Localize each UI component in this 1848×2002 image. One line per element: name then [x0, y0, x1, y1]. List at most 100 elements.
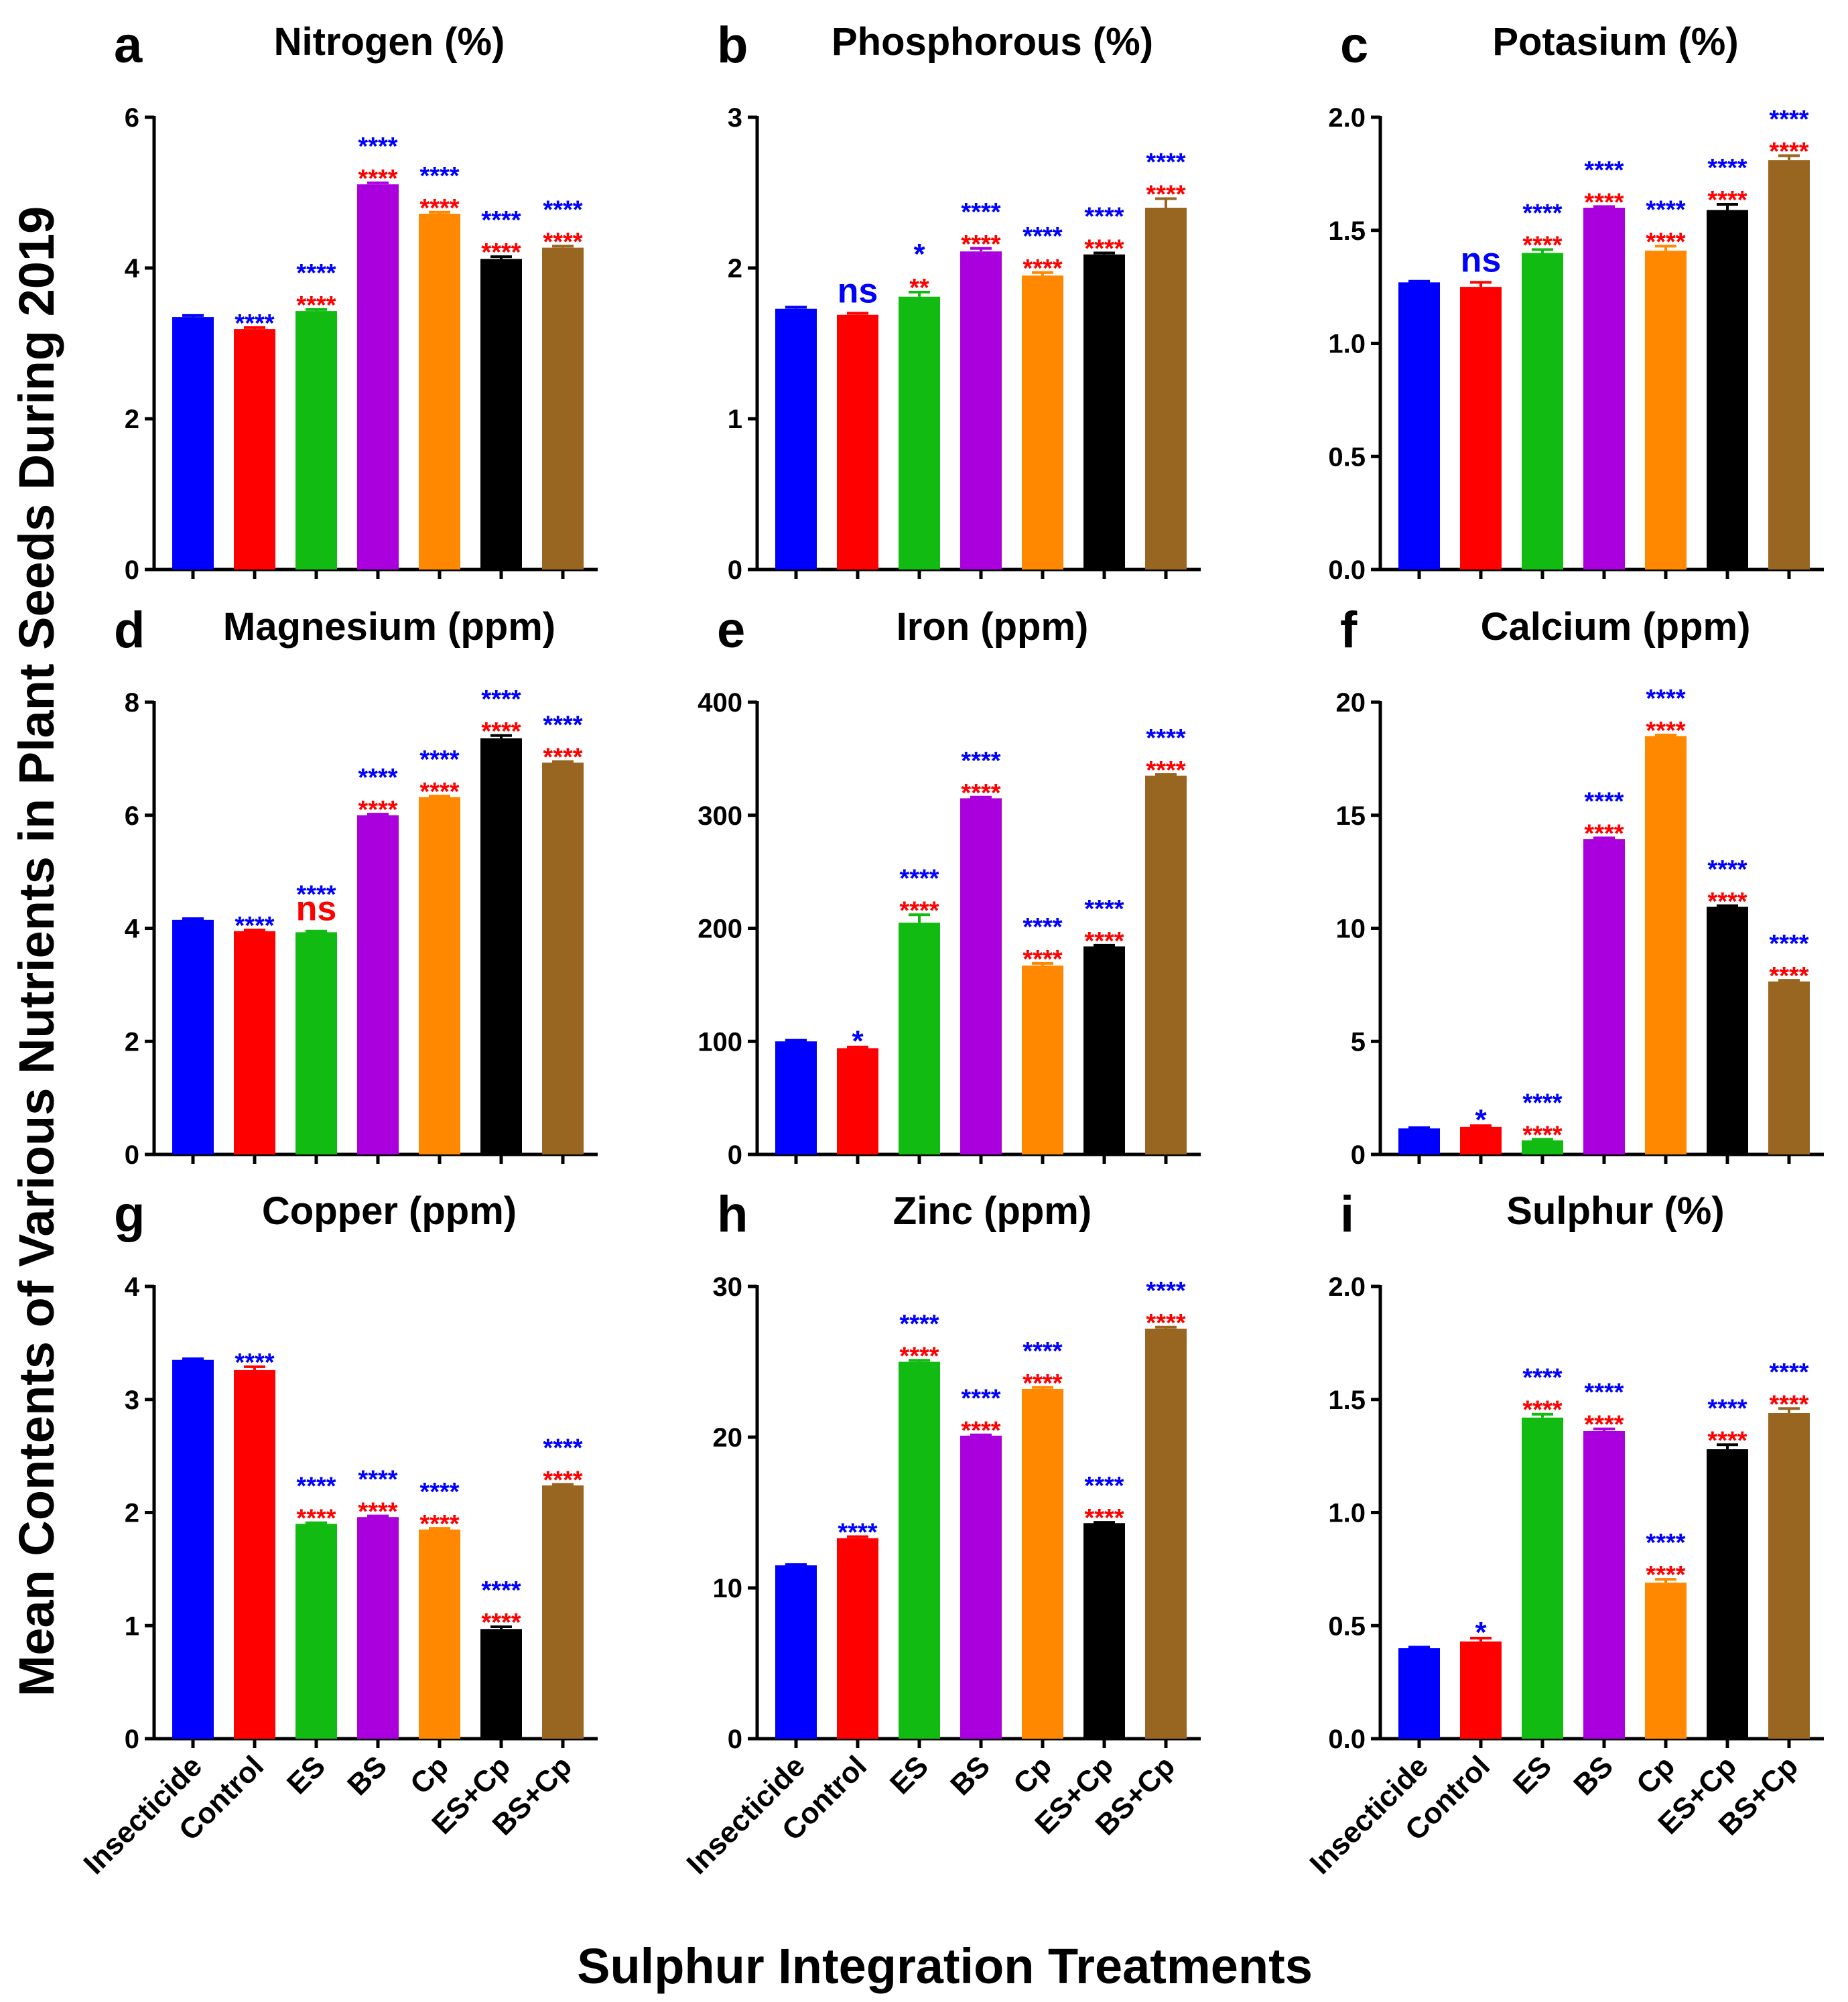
panel-title-i: Sulphur (%) [1506, 1189, 1724, 1233]
bar-c-Control [1460, 287, 1502, 570]
panel-title-e: Iron (ppm) [897, 605, 1089, 649]
panel-i: i Sulphur (%)0.00.51.01.52.0Insecticide*C… [1304, 1186, 1824, 1881]
category-label-Cp: Cp [1007, 1749, 1058, 1800]
sig-red-f-BS+Cp: **** [1769, 962, 1808, 990]
sig-red-b-BS+Cp: **** [1146, 181, 1185, 209]
sig-blue-d-ES+Cp: **** [481, 685, 521, 714]
bar-c-Insecticide [1398, 282, 1440, 570]
y-tick-label: 10 [713, 1574, 743, 1603]
y-tick-label: 2 [125, 405, 139, 434]
sig-blue-g-Cp: **** [419, 1478, 459, 1506]
sig-red-b-ES: ** [909, 274, 929, 302]
panel-c: c Potasium (%) 0.0 0.5 1.0 1.5 2.0 ns **** **** **… [1328, 17, 1824, 585]
sig-red-d-BS+Cp: **** [543, 744, 582, 772]
bar-g-ES+Cp [480, 1629, 522, 1739]
bar-g-Cp [419, 1529, 460, 1739]
sig-blue-b-ES+Cp: **** [1084, 203, 1124, 231]
y-tick-label: 0.0 [1328, 1725, 1366, 1754]
sig-blue-i-ES+Cp: **** [1707, 1394, 1747, 1422]
y-tick-label: 2 [125, 1499, 139, 1528]
bar-c-ES+Cp [1707, 210, 1748, 570]
bar-f-BS [1583, 839, 1625, 1154]
y-tick-label: 10 [1336, 915, 1366, 944]
sig-blue-d-Control: **** [235, 912, 274, 940]
sig-blue-e-Cp: **** [1022, 913, 1062, 941]
bar-h-Cp [1022, 1389, 1063, 1739]
sig-red-i-BS: **** [1584, 1411, 1624, 1439]
panel-letter-i: i [1340, 1186, 1354, 1243]
bar-i-Control [1460, 1641, 1502, 1739]
sig-blue-a-Control: **** [235, 310, 274, 338]
bar-a-ES+Cp [480, 259, 522, 570]
sig-blue-i-BS+Cp: **** [1769, 1358, 1808, 1386]
bar-d-Control [234, 931, 275, 1154]
sig-red-f-ES+Cp: **** [1707, 888, 1747, 916]
sig-blue-c-BS: **** [1584, 156, 1624, 184]
y-tick-label: 2.0 [1328, 103, 1366, 133]
bar-h-ES [899, 1361, 940, 1739]
sig-blue-b-ES: * [913, 238, 925, 271]
category-label-BS: BS [341, 1749, 393, 1802]
sig-red-b-Cp: **** [1022, 255, 1062, 283]
bar-d-BS [357, 815, 399, 1154]
bar-i-ES+Cp [1707, 1449, 1748, 1739]
sig-red-i-ES: **** [1522, 1396, 1562, 1424]
sig-blue-f-ES: **** [1522, 1089, 1562, 1117]
panel-letter-f: f [1340, 602, 1358, 659]
panel-letter-h: h [717, 1186, 748, 1243]
bar-a-ES [295, 311, 337, 570]
bar-e-ES+Cp [1083, 946, 1125, 1154]
sig-red-a-BS+Cp: **** [543, 228, 582, 256]
sig-blue-d-BS+Cp: **** [543, 712, 582, 740]
bar-c-BS [1583, 208, 1625, 570]
sig-blue-a-ES+Cp: **** [481, 206, 521, 235]
bar-d-BS+Cp [542, 762, 584, 1154]
bar-a-BS+Cp [542, 247, 584, 570]
y-tick-label: 1.0 [1328, 330, 1366, 359]
sig-blue-a-ES: **** [296, 259, 336, 287]
sig-red-b-ES+Cp: **** [1084, 235, 1124, 263]
sig-red-f-Cp: **** [1646, 717, 1685, 745]
bar-a-BS [357, 184, 399, 570]
sig-blue-a-Cp: **** [419, 162, 459, 190]
y-tick-label: 1.5 [1328, 1386, 1366, 1415]
sig-red-g-ES: **** [296, 1505, 336, 1533]
sig-blue-g-ES+Cp: **** [481, 1577, 521, 1605]
sig-blue-b-Control: ns [838, 272, 878, 311]
panel-g: g Copper (ppm)01234Insecticide****Control… [78, 1186, 598, 1881]
y-tick-label: 2 [728, 254, 742, 283]
sig-red-a-ES: **** [296, 291, 336, 320]
sig-blue-b-Cp: **** [1022, 222, 1062, 251]
bar-i-BS+Cp [1768, 1413, 1810, 1739]
y-tick-label: 200 [698, 915, 742, 944]
sig-red-g-ES+Cp: **** [481, 1609, 521, 1637]
y-tick-label: 2.0 [1328, 1272, 1366, 1302]
bar-d-Cp [419, 797, 460, 1154]
bar-g-ES [295, 1524, 337, 1739]
sig-blue-g-BS: **** [358, 1466, 397, 1494]
y-tick-label: 0.0 [1328, 555, 1366, 585]
bar-f-Insecticide [1398, 1128, 1440, 1154]
panel-letter-g: g [114, 1186, 145, 1243]
y-tick-label: 0.5 [1328, 1611, 1366, 1641]
y-tick-label: 4 [125, 915, 140, 944]
chart-panels: a Nitrogen (%)0246***********************… [78, 17, 1824, 1881]
sig-blue-f-Cp: **** [1646, 685, 1685, 713]
y-tick-label: 8 [125, 688, 139, 718]
bar-h-BS+Cp [1145, 1329, 1187, 1739]
sig-red-a-BS: **** [358, 165, 397, 193]
category-label-BS: BS [944, 1749, 996, 1802]
y-tick-label: 1.0 [1328, 1499, 1366, 1528]
sig-blue-d-BS: **** [358, 764, 397, 792]
bar-i-ES [1522, 1417, 1563, 1739]
sig-red-h-ES+Cp: **** [1084, 1504, 1124, 1532]
panel-title-a: Nitrogen (%) [274, 20, 505, 64]
panel-title-f: Calcium (ppm) [1481, 605, 1751, 649]
y-tick-label: 2 [125, 1027, 139, 1057]
y-tick-label: 0 [125, 1140, 139, 1170]
bar-i-Cp [1645, 1583, 1687, 1739]
x-axis-title: Sulphur Integration Treatments [577, 1938, 1313, 1994]
